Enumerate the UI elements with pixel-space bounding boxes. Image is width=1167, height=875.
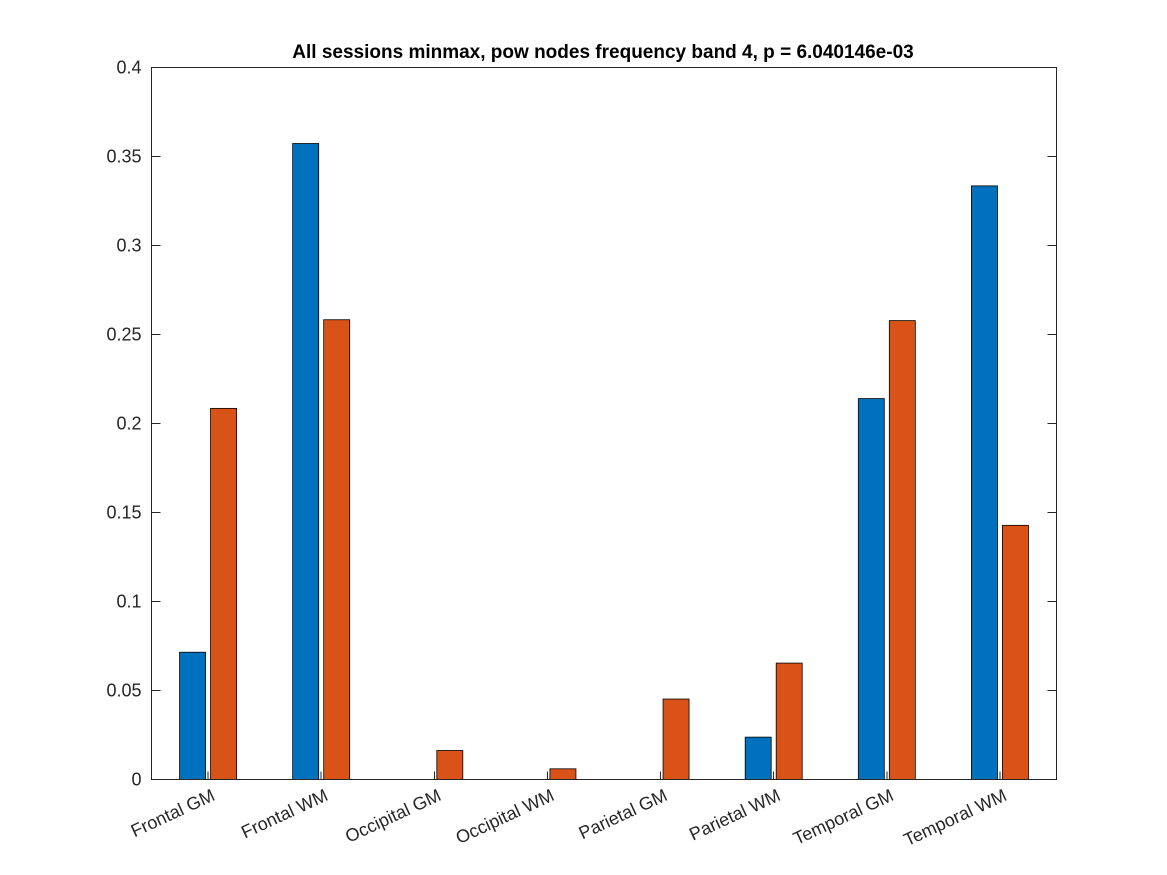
bar-series-1-temporal-wm	[971, 185, 998, 780]
x-tick-label: Parietal WM	[686, 785, 783, 845]
bar-series-2-parietal-wm	[775, 662, 803, 780]
y-tick-label: 0.05	[106, 681, 141, 701]
y-tick-label: 0.2	[116, 414, 141, 434]
bar-series-2-occipital-gm	[436, 750, 464, 780]
y-tick-label: 0	[131, 770, 141, 790]
bar-series-2-occipital-wm	[549, 768, 577, 780]
y-tick-label: 0.15	[106, 503, 141, 523]
y-axis: 0 0.05 0.1 0.15 0.2 0.25 0.3 0.35 0.4	[106, 58, 1057, 790]
bars-group	[179, 143, 1029, 780]
x-tick-label: Temporal GM	[790, 785, 896, 849]
x-tick-label: Occipital WM	[453, 785, 558, 848]
bar-series-1-parietal-wm	[744, 736, 772, 780]
bar-series-2-temporal-gm	[888, 320, 916, 780]
y-tick-label: 0.3	[116, 236, 141, 256]
x-tick-label: Frontal GM	[128, 785, 218, 841]
bar-series-2-frontal-wm	[323, 319, 351, 780]
x-tick-label: Occipital GM	[342, 785, 444, 847]
bar-series-2-parietal-gm	[662, 698, 690, 780]
bar-series-2-frontal-gm	[210, 407, 237, 780]
bar-series-1-frontal-wm	[292, 143, 320, 780]
x-tick-label: Parietal GM	[576, 785, 671, 843]
y-tick-label: 0.25	[106, 325, 141, 345]
bar-series-1-frontal-gm	[179, 651, 206, 780]
y-tick-label: 0.35	[106, 147, 141, 167]
bar-series-1-temporal-gm	[857, 398, 885, 780]
x-tick-label: Frontal WM	[238, 785, 331, 842]
plot-area-box	[151, 67, 1057, 780]
bar-series-2-temporal-wm	[1002, 524, 1029, 780]
x-tick-label: Temporal WM	[901, 785, 1010, 850]
x-axis: Frontal GM Frontal WM Occipital GM Occipita…	[128, 785, 1010, 850]
y-tick-label: 0.1	[116, 592, 141, 612]
y-tick-label: 0.4	[116, 58, 141, 78]
chart-title: All sessions minmax, pow nodes frequency…	[292, 42, 913, 63]
